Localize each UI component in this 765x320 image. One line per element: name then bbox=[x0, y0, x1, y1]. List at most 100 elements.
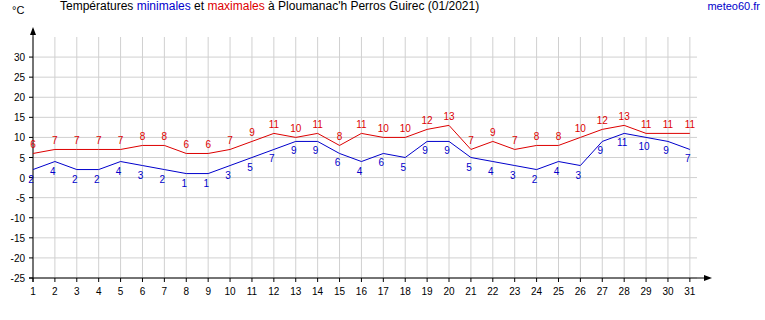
grid-line bbox=[230, 37, 231, 278]
data-label: 8 bbox=[534, 131, 540, 142]
tick-label: 30 bbox=[14, 52, 26, 63]
data-label: 3 bbox=[225, 170, 231, 181]
axes: -25-20-15-10-505101520253012345678910111… bbox=[11, 27, 712, 297]
data-label: 11 bbox=[685, 119, 696, 130]
title-part: minimales bbox=[137, 0, 191, 13]
data-label: 11 bbox=[269, 119, 280, 130]
data-label: 8 bbox=[337, 131, 343, 142]
data-label: 7 bbox=[74, 135, 80, 146]
x-axis bbox=[29, 278, 706, 279]
grid-line bbox=[580, 37, 581, 278]
tick-label: 24 bbox=[531, 286, 543, 297]
data-label: 4 bbox=[488, 166, 494, 177]
tick-label: -5 bbox=[16, 193, 25, 204]
data-label: 6 bbox=[30, 139, 36, 150]
tick bbox=[536, 278, 537, 282]
data-label: 7 bbox=[512, 135, 518, 146]
data-label: 2 bbox=[28, 174, 34, 185]
title-part: Températures bbox=[60, 0, 137, 13]
data-label: 6 bbox=[205, 139, 211, 150]
tick-label: 28 bbox=[619, 286, 631, 297]
tick-label: -20 bbox=[11, 253, 26, 264]
grid-line bbox=[33, 57, 697, 58]
data-label: 7 bbox=[269, 153, 275, 164]
tick-label: 20 bbox=[443, 286, 455, 297]
tick-label: 8 bbox=[183, 286, 189, 297]
grid-line bbox=[33, 177, 697, 178]
data-label: 8 bbox=[140, 131, 146, 142]
data-label: 10 bbox=[575, 123, 587, 134]
tick-label: 31 bbox=[684, 286, 696, 297]
tick-label: 23 bbox=[509, 286, 521, 297]
data-label: 4 bbox=[116, 166, 122, 177]
tick bbox=[120, 278, 121, 282]
tick-label: 22 bbox=[487, 286, 499, 297]
tick-label: 21 bbox=[465, 286, 477, 297]
annotation: meteo60.fr bbox=[707, 0, 760, 12]
tick bbox=[29, 97, 33, 98]
grid-line bbox=[186, 37, 187, 278]
data-label: 4 bbox=[50, 166, 56, 177]
data-label: 1 bbox=[181, 178, 187, 189]
data-label: 4 bbox=[357, 166, 363, 177]
data-label: 5 bbox=[466, 162, 472, 173]
data-label: 7 bbox=[468, 135, 474, 146]
tick-label: 20 bbox=[14, 92, 26, 103]
grid-line bbox=[98, 37, 99, 278]
grid-line bbox=[33, 157, 697, 158]
data-label: 7 bbox=[52, 135, 58, 146]
tick bbox=[317, 278, 318, 282]
title-part: maximales bbox=[207, 0, 264, 13]
grid-line bbox=[295, 37, 296, 278]
grid-line bbox=[317, 37, 318, 278]
data-label: 11 bbox=[663, 119, 674, 130]
grid-line bbox=[558, 37, 559, 278]
tick bbox=[33, 278, 34, 282]
tick bbox=[492, 278, 493, 282]
tick-label: 9 bbox=[205, 286, 211, 297]
tick bbox=[29, 237, 33, 238]
data-label: 6 bbox=[379, 157, 385, 168]
grid-line bbox=[120, 37, 121, 278]
tick-label: 26 bbox=[575, 286, 587, 297]
y-axis bbox=[33, 29, 34, 282]
tick-label: 14 bbox=[312, 286, 324, 297]
tick-label: -15 bbox=[11, 233, 26, 244]
tick bbox=[383, 278, 384, 282]
data-label: 2 bbox=[160, 174, 166, 185]
data-label: 9 bbox=[490, 127, 496, 138]
data-label: 13 bbox=[619, 111, 631, 122]
tick-label: 30 bbox=[662, 286, 674, 297]
grid-line bbox=[33, 97, 697, 98]
grid-line bbox=[361, 37, 362, 278]
data-label: 3 bbox=[576, 170, 582, 181]
grid-line bbox=[208, 37, 209, 278]
tick-label: 25 bbox=[14, 72, 26, 83]
data-label: 9 bbox=[291, 145, 297, 156]
data-label: 1 bbox=[203, 178, 209, 189]
grid-line bbox=[33, 77, 697, 78]
grid-line bbox=[536, 37, 537, 278]
tick bbox=[602, 278, 603, 282]
tick bbox=[29, 197, 33, 198]
tick bbox=[29, 137, 33, 138]
tick-label: 13 bbox=[290, 286, 302, 297]
tick-label: -10 bbox=[11, 213, 26, 224]
tick bbox=[29, 278, 33, 279]
data-label: 7 bbox=[685, 153, 691, 164]
tick bbox=[339, 278, 340, 282]
tick bbox=[361, 278, 362, 282]
tick bbox=[646, 278, 647, 282]
tick-label: 15 bbox=[334, 286, 346, 297]
data-label: 6 bbox=[335, 157, 341, 168]
tick-label: 25 bbox=[553, 286, 565, 297]
grid-line bbox=[646, 37, 647, 278]
tick bbox=[76, 278, 77, 282]
data-label: 2 bbox=[72, 174, 78, 185]
axis-label: °C bbox=[12, 4, 24, 16]
grid-line bbox=[624, 37, 625, 278]
tick bbox=[142, 278, 143, 282]
data-label: 2 bbox=[94, 174, 100, 185]
data-label: 11 bbox=[312, 119, 323, 130]
tick-label: 16 bbox=[356, 286, 368, 297]
